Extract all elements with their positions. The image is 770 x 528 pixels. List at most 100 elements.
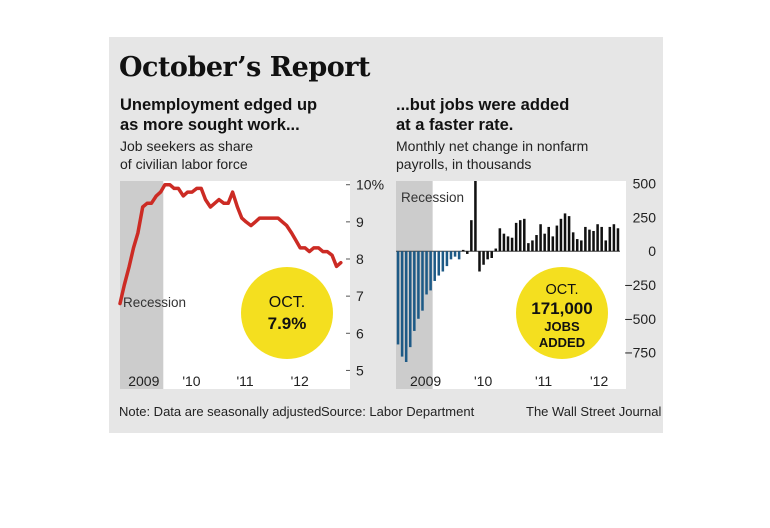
right-y-tick-label: 250	[633, 209, 657, 225]
payroll-bar	[413, 251, 416, 331]
left-x-tick-label: '10	[182, 373, 200, 389]
right-y-tick-label: −500	[624, 311, 656, 327]
left-callout-value: 7.9%	[268, 314, 307, 333]
left-x-tick-label: 2009	[128, 373, 159, 389]
left-y-tick-label: 10%	[356, 177, 384, 193]
left-callout-label: OCT.	[269, 294, 305, 311]
payroll-bar	[441, 251, 445, 272]
right-x-tick-label: '10	[474, 373, 492, 389]
payroll-bar	[400, 251, 404, 357]
payroll-bar	[445, 251, 449, 267]
payroll-bar	[523, 218, 526, 252]
payroll-bar	[588, 229, 591, 252]
payroll-bar	[596, 224, 599, 252]
right-callout-bubble	[516, 267, 608, 359]
payroll-bar	[571, 232, 575, 252]
payroll-bar	[461, 249, 465, 252]
unemployment-line	[118, 182, 343, 306]
right-recession-label: Recession	[401, 190, 464, 205]
right-x-tick-labels: 2009 '10 '11 '12	[410, 373, 608, 389]
right-callout-label: OCT.	[545, 282, 578, 298]
right-headline-line-2: at a faster rate.	[396, 116, 514, 134]
left-headline-line-2: as more sought work...	[120, 116, 300, 134]
payroll-bar	[531, 240, 534, 252]
payroll-bar	[580, 240, 583, 252]
right-callout-added: ADDED	[539, 335, 585, 350]
payroll-bar	[584, 226, 587, 252]
payroll-bar	[425, 251, 428, 295]
right-y-tick-label: 500	[633, 176, 657, 192]
left-subtitle-line-1: Job seekers as share	[120, 138, 254, 154]
left-y-tick-label: 7	[356, 288, 364, 304]
payroll-bar	[478, 251, 481, 272]
payroll-bar	[535, 235, 538, 252]
payroll-bar	[612, 224, 616, 252]
payroll-bar	[600, 226, 603, 252]
payroll-bar	[498, 228, 502, 252]
payroll-bar	[555, 225, 559, 252]
payroll-bar	[417, 251, 420, 319]
right-y-tick-label: −750	[624, 345, 656, 361]
payroll-bar	[547, 226, 550, 252]
payroll-bar	[543, 233, 546, 252]
payroll-bar	[563, 213, 567, 252]
left-x-tick-label: '12	[291, 373, 309, 389]
right-x-tick-label: '12	[590, 373, 608, 389]
payroll-bar	[567, 216, 571, 252]
left-x-tick-label: '11	[236, 373, 253, 389]
right-y-tick-labels: 500 250 0 −250 −500 −750	[624, 176, 656, 361]
footer-source: Source: Labor Department	[321, 404, 475, 419]
left-y-tick-labels: 10% 9 8 7 6 5	[356, 177, 384, 379]
right-y-tick-label: 0	[648, 243, 656, 259]
payroll-bar	[502, 233, 506, 252]
left-headline: Unemployment edged up as more sought wor…	[120, 95, 317, 135]
right-x-tick-label: '11	[535, 373, 552, 389]
payroll-bar	[518, 220, 522, 252]
payroll-bar	[490, 251, 493, 258]
payroll-bar	[449, 251, 453, 260]
right-x-tick-label: 2009	[410, 373, 441, 389]
right-headline-line-1: ...but jobs were added	[396, 96, 570, 114]
payroll-bars	[396, 181, 620, 362]
payroll-bar	[408, 251, 412, 348]
left-y-tick-label: 8	[356, 251, 364, 267]
payroll-bar	[559, 218, 563, 252]
left-callout-bubble	[241, 267, 333, 359]
left-subtitle: Job seekers as share of civilian labor f…	[120, 137, 253, 173]
payroll-bar	[592, 230, 595, 252]
payroll-bar	[608, 226, 612, 252]
footer-note: Note: Data are seasonally adjusted	[119, 404, 322, 419]
payroll-bar	[437, 251, 441, 276]
payroll-bar	[575, 239, 579, 252]
payroll-bar	[433, 251, 436, 281]
payroll-bar	[604, 240, 608, 252]
payroll-bar	[482, 251, 485, 265]
left-recession-label: Recession	[123, 295, 186, 310]
left-y-tick-label: 6	[356, 325, 364, 341]
payroll-bar	[494, 248, 498, 252]
left-headline-line-1: Unemployment edged up	[120, 96, 318, 114]
payroll-bar	[466, 251, 469, 254]
payroll-bar	[421, 251, 424, 311]
payroll-bar	[453, 251, 457, 257]
left-subtitle-line-2: of civilian labor force	[120, 156, 248, 172]
right-callout-jobs: JOBS	[544, 319, 580, 334]
payroll-bar	[551, 236, 555, 252]
payroll-bar	[539, 224, 542, 252]
payroll-bar	[514, 222, 518, 252]
left-x-tick-labels: 2009 '10 '11 '12	[128, 373, 309, 389]
payroll-bar	[396, 251, 400, 345]
payroll-bar	[486, 251, 489, 260]
right-subtitle: Monthly net change in nonfarm payrolls, …	[396, 137, 588, 173]
left-y-tick-label: 9	[356, 214, 364, 230]
payroll-bar	[470, 220, 473, 252]
left-gridlines	[346, 184, 350, 371]
right-y-tick-label: −250	[624, 277, 656, 293]
right-subtitle-line-2: payrolls, in thousands	[396, 156, 532, 172]
payroll-bar	[506, 236, 510, 252]
footer-credit: The Wall Street Journal	[526, 404, 662, 419]
payroll-bar	[510, 237, 514, 252]
payroll-bar	[474, 181, 477, 252]
